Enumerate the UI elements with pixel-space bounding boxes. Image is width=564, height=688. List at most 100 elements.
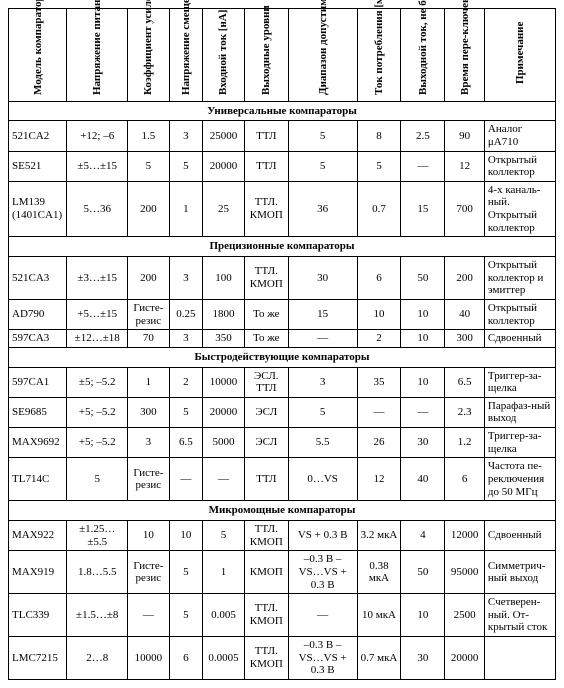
table-row: LM139 (1401CA1)5…36200125ТТЛ. КМОП360.71… bbox=[9, 181, 556, 237]
cell: 20000 bbox=[445, 637, 485, 680]
cell: ТТЛ. КМОП bbox=[244, 520, 288, 550]
col-offset: Напряжение смещения [мВ] bbox=[169, 9, 202, 102]
cell: — bbox=[127, 594, 169, 637]
cell: Сдвоенный bbox=[484, 330, 555, 348]
section-title-cell: Универсальные компараторы bbox=[9, 101, 556, 121]
cell: 25 bbox=[203, 181, 245, 237]
cell: ±5…±15 bbox=[67, 151, 128, 181]
cell: 3 bbox=[169, 330, 202, 348]
cell: 6.5 bbox=[445, 367, 485, 397]
cell: +5; –5.2 bbox=[67, 397, 128, 427]
cell: 3 bbox=[127, 428, 169, 458]
cell: 40 bbox=[401, 458, 445, 501]
table-row: 521CA2+12; –61.5325000ТТЛ582.590Аналог μ… bbox=[9, 121, 556, 151]
cell: 200 bbox=[127, 257, 169, 300]
table-row: MAX9692+5; –5.236.55000ЭСЛ5.526301.2Триг… bbox=[9, 428, 556, 458]
col-gain: Коэффициент усиления [Вм/В] bbox=[127, 9, 169, 102]
cell: Гисте-резис bbox=[127, 551, 169, 594]
cell: 10 мкА bbox=[357, 594, 401, 637]
cell: 5 bbox=[127, 151, 169, 181]
cell: Аналог μA710 bbox=[484, 121, 555, 151]
cell: ±1.5…±8 bbox=[67, 594, 128, 637]
cell: MAX919 bbox=[9, 551, 67, 594]
cell: 10 bbox=[357, 299, 401, 329]
cell: 95000 bbox=[445, 551, 485, 594]
cell: 4 bbox=[401, 520, 445, 550]
cell: 700 bbox=[445, 181, 485, 237]
cell: 70 bbox=[127, 330, 169, 348]
cell: 10000 bbox=[127, 637, 169, 680]
cell: — bbox=[401, 151, 445, 181]
cell: 4-х каналь-ный. Открытый коллектор bbox=[484, 181, 555, 237]
cell: 10 bbox=[401, 367, 445, 397]
cell: 12000 bbox=[445, 520, 485, 550]
cell bbox=[484, 637, 555, 680]
cell: 15 bbox=[288, 299, 357, 329]
cell: 2…8 bbox=[67, 637, 128, 680]
table-row: 597CA1±5; –5.21210000ЭСЛ. ТТЛ335106.5Три… bbox=[9, 367, 556, 397]
cell: Парафаз-ный выход bbox=[484, 397, 555, 427]
section-title-cell: Быстродействующие компараторы bbox=[9, 347, 556, 367]
cell: 40 bbox=[445, 299, 485, 329]
cell: +5; –5.2 bbox=[67, 428, 128, 458]
cell: 0.0005 bbox=[203, 637, 245, 680]
cell: 2 bbox=[357, 330, 401, 348]
cell: 521CA2 bbox=[9, 121, 67, 151]
cell: 2.5 bbox=[401, 121, 445, 151]
col-model: Модель компаратора bbox=[9, 9, 67, 102]
cell: 5 bbox=[288, 121, 357, 151]
cell: — bbox=[401, 397, 445, 427]
cell: ЭСЛ bbox=[244, 428, 288, 458]
cell: 5 bbox=[169, 551, 202, 594]
cell: ТТЛ. КМОП bbox=[244, 181, 288, 237]
cell: 15 bbox=[401, 181, 445, 237]
cell: 5 bbox=[169, 151, 202, 181]
cell: SE9685 bbox=[9, 397, 67, 427]
cell: AD790 bbox=[9, 299, 67, 329]
cell: 30 bbox=[401, 637, 445, 680]
cell: 2500 bbox=[445, 594, 485, 637]
cell: То же bbox=[244, 330, 288, 348]
cell: 6 bbox=[169, 637, 202, 680]
cell: Открытый коллектор bbox=[484, 299, 555, 329]
table-row: 521CA3±3…±152003100ТТЛ. КМОП30650200Откр… bbox=[9, 257, 556, 300]
cell: 10 bbox=[401, 299, 445, 329]
cell: MAX9692 bbox=[9, 428, 67, 458]
cell: 300 bbox=[445, 330, 485, 348]
cell: 0.25 bbox=[169, 299, 202, 329]
cell: 1800 bbox=[203, 299, 245, 329]
cell: 200 bbox=[445, 257, 485, 300]
table-body: Универсальные компараторы521CA2+12; –61.… bbox=[9, 101, 556, 679]
cell: 1.2 bbox=[445, 428, 485, 458]
cell: SE521 bbox=[9, 151, 67, 181]
table-row: TLC339±1.5…±8—50.005ТТЛ. КМОП—10 мкА1025… bbox=[9, 594, 556, 637]
cell: 5 bbox=[288, 397, 357, 427]
cell: VS + 0.3 В bbox=[288, 520, 357, 550]
section-title: Быстродействующие компараторы bbox=[9, 347, 556, 367]
cell: ±1.25…±5.5 bbox=[67, 520, 128, 550]
cell: ТТЛ. КМОП bbox=[244, 637, 288, 680]
cell: Триггер-за-щелка bbox=[484, 367, 555, 397]
cell: 5 bbox=[67, 458, 128, 501]
cell: ТТЛ. КМОП bbox=[244, 257, 288, 300]
cell: 350 bbox=[203, 330, 245, 348]
cell: MAX922 bbox=[9, 520, 67, 550]
cell: 10 bbox=[169, 520, 202, 550]
cell: 597CA3 bbox=[9, 330, 67, 348]
table-row: TL714C5Гисте-резис——ТТЛ0…VS12406Частота … bbox=[9, 458, 556, 501]
cell: 20000 bbox=[203, 397, 245, 427]
cell: 5…36 bbox=[67, 181, 128, 237]
cell: — bbox=[203, 458, 245, 501]
cell: КМОП bbox=[244, 551, 288, 594]
cell: 100 bbox=[203, 257, 245, 300]
cell: 0.7 мкА bbox=[357, 637, 401, 680]
cell: 200 bbox=[127, 181, 169, 237]
cell: — bbox=[357, 397, 401, 427]
cell: +12; –6 bbox=[67, 121, 128, 151]
col-note: Примечание bbox=[484, 9, 555, 102]
cell: 10000 bbox=[203, 367, 245, 397]
cell: — bbox=[288, 330, 357, 348]
cell: 30 bbox=[288, 257, 357, 300]
cell: 50 bbox=[401, 257, 445, 300]
cell: 5 bbox=[169, 594, 202, 637]
